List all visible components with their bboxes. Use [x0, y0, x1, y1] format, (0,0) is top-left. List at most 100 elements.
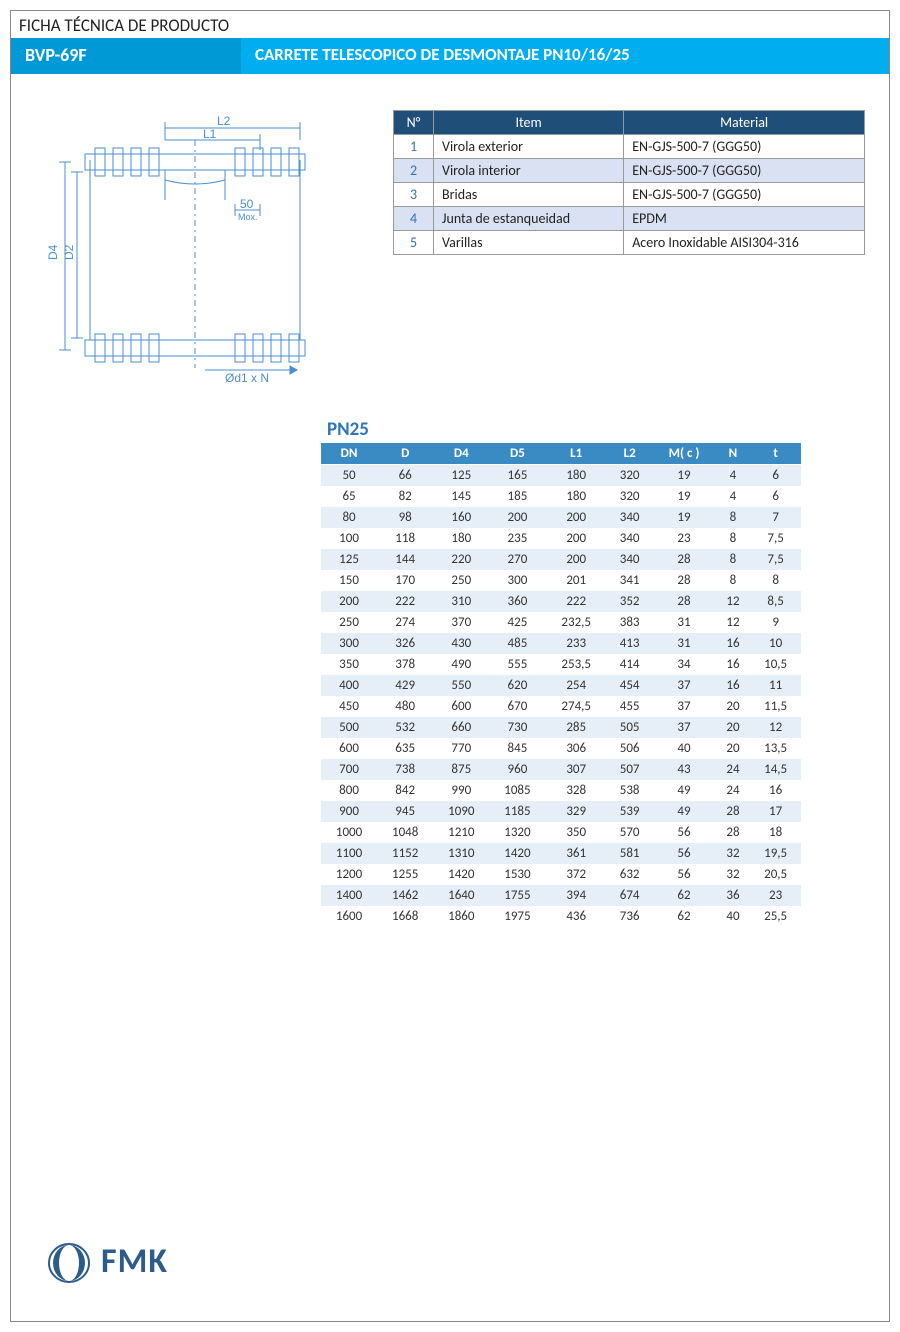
- dim-cell: 180: [433, 528, 489, 549]
- dim-cell: 555: [489, 654, 545, 675]
- dim-header: L1: [546, 443, 607, 465]
- dim-cell: 125: [321, 549, 377, 570]
- mat-material: EN-GJS-500-7 (GGG50): [624, 183, 865, 207]
- dim-cell: 7: [750, 507, 801, 528]
- dim-cell: 1462: [377, 885, 433, 906]
- dim-cell: 1048: [377, 822, 433, 843]
- materials-column: N° Item Material 1 Virola exterior EN-GJ…: [393, 110, 865, 400]
- dim-l2: L2: [217, 114, 231, 128]
- dim-cell: 254: [546, 675, 607, 696]
- materials-row: 5 Varillas Acero Inoxidable AISI304-316: [394, 231, 865, 255]
- dim-cell: 220: [433, 549, 489, 570]
- dim-row: 1200125514201530372632563220,5: [321, 864, 801, 885]
- dim-cell: 145: [433, 486, 489, 507]
- header: FICHA TÉCNICA DE PRODUCTO BVP-69F CARRET…: [11, 11, 889, 82]
- dim-row: 700738875960307507432414,5: [321, 759, 801, 780]
- dim-cell: 20: [716, 738, 751, 759]
- dimensions-section: PN25 DNDD4D5L1L2M( c )Nt 506612516518032…: [321, 418, 801, 927]
- dim-cell: 845: [489, 738, 545, 759]
- dim-row: 1100115213101420361581563219,5: [321, 843, 801, 864]
- dim-cell: 490: [433, 654, 489, 675]
- dim-cell: 10: [750, 633, 801, 654]
- dim-cell: 49: [652, 801, 715, 822]
- dim-cell: 200: [546, 507, 607, 528]
- dim-cell: 37: [652, 717, 715, 738]
- dim-cell: 770: [433, 738, 489, 759]
- dim-row: 1600166818601975436736624025,5: [321, 906, 801, 927]
- dim-diam: Ød1 x N: [225, 371, 269, 385]
- dim-cell: 454: [607, 675, 652, 696]
- dim-cell: 11: [750, 675, 801, 696]
- dim-cell: 24: [716, 780, 751, 801]
- mat-material: EN-GJS-500-7 (GGG50): [624, 159, 865, 183]
- dim-cell: 307: [546, 759, 607, 780]
- dim-cell: 235: [489, 528, 545, 549]
- dim-row: 250274370425232,538331129: [321, 612, 801, 633]
- dim-cell: 28: [716, 801, 751, 822]
- dim-cell: 532: [377, 717, 433, 738]
- mat-num: 4: [394, 207, 434, 231]
- dim-cell: 25,5: [750, 906, 801, 927]
- dim-cell: 32: [716, 864, 751, 885]
- mat-item: Bridas: [434, 183, 624, 207]
- dim-tol: 50: [240, 197, 254, 211]
- dim-cell: 200: [546, 528, 607, 549]
- dim-cell: 538: [607, 780, 652, 801]
- dim-cell: 16: [716, 675, 751, 696]
- dim-cell: 361: [546, 843, 607, 864]
- dim-cell: 19: [652, 507, 715, 528]
- dim-cell: 16: [716, 654, 751, 675]
- dim-cell: 180: [546, 465, 607, 487]
- dim-cell: 23: [750, 885, 801, 906]
- dim-cell: 16: [716, 633, 751, 654]
- dim-cell: 1310: [433, 843, 489, 864]
- materials-row: 4 Junta de estanqueidad EPDM: [394, 207, 865, 231]
- logo: FMK: [45, 1241, 168, 1283]
- dim-cell: 19: [652, 465, 715, 487]
- dim-d4: D4: [46, 244, 60, 260]
- dim-cell: 7,5: [750, 549, 801, 570]
- dim-cell: 62: [652, 906, 715, 927]
- dim-l1: L1: [203, 127, 217, 141]
- dim-cell: 600: [321, 738, 377, 759]
- dim-cell: 144: [377, 549, 433, 570]
- dim-cell: 539: [607, 801, 652, 822]
- dim-row: 600635770845306506402013,5: [321, 738, 801, 759]
- dim-cell: 352: [607, 591, 652, 612]
- dim-cell: 19: [652, 486, 715, 507]
- dim-cell: 360: [489, 591, 545, 612]
- dim-row: 300326430485233413311610: [321, 633, 801, 654]
- dim-cell: 6: [750, 486, 801, 507]
- dim-cell: 1152: [377, 843, 433, 864]
- dim-row: 80981602002003401987: [321, 507, 801, 528]
- dim-cell: 505: [607, 717, 652, 738]
- dim-cell: 429: [377, 675, 433, 696]
- dim-cell: 320: [607, 465, 652, 487]
- dim-cell: 8: [716, 528, 751, 549]
- dim-cell: 23: [652, 528, 715, 549]
- dim-cell: 378: [377, 654, 433, 675]
- dim-cell: 310: [433, 591, 489, 612]
- dim-cell: 425: [489, 612, 545, 633]
- mat-num: 3: [394, 183, 434, 207]
- dim-cell: 12: [716, 591, 751, 612]
- dim-cell: 328: [546, 780, 607, 801]
- dim-cell: 340: [607, 507, 652, 528]
- dim-cell: 125: [433, 465, 489, 487]
- dim-cell: 1210: [433, 822, 489, 843]
- dim-cell: 300: [321, 633, 377, 654]
- dim-cell: 50: [321, 465, 377, 487]
- mat-item: Junta de estanqueidad: [434, 207, 624, 231]
- dim-cell: 8,5: [750, 591, 801, 612]
- dim-cell: 37: [652, 696, 715, 717]
- dim-cell: 350: [546, 822, 607, 843]
- dim-cell: 1320: [489, 822, 545, 843]
- mat-num: 2: [394, 159, 434, 183]
- dim-cell: 340: [607, 549, 652, 570]
- dim-cell: 12: [750, 717, 801, 738]
- dim-cell: 28: [652, 591, 715, 612]
- dim-cell: 20: [716, 696, 751, 717]
- dim-header: D5: [489, 443, 545, 465]
- dim-cell: 990: [433, 780, 489, 801]
- content-row: L2 L1 D4 D2 50 Mox. Ød1 x N N° Item Mate…: [11, 82, 889, 400]
